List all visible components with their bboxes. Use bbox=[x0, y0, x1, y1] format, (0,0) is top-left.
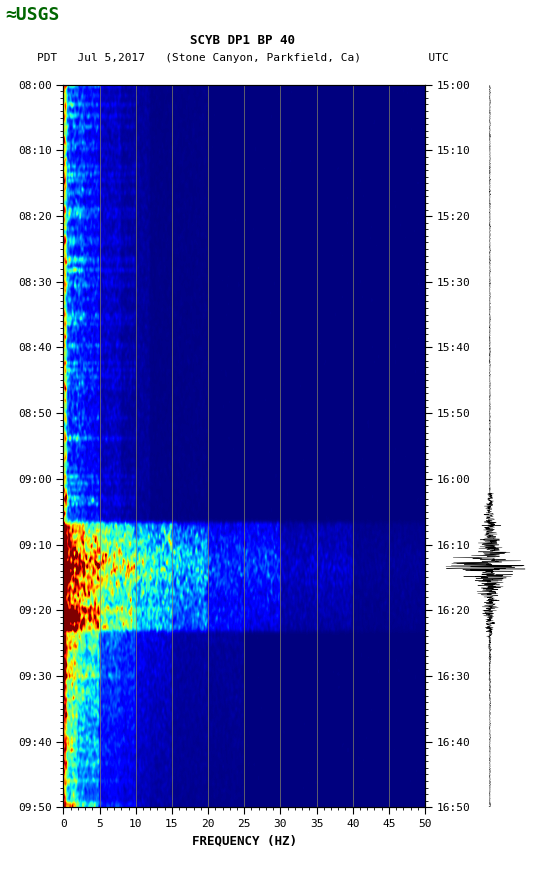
Text: SCYB DP1 BP 40: SCYB DP1 BP 40 bbox=[190, 34, 295, 46]
Text: ≈USGS: ≈USGS bbox=[6, 6, 60, 24]
X-axis label: FREQUENCY (HZ): FREQUENCY (HZ) bbox=[192, 835, 297, 847]
Text: PDT   Jul 5,2017   (Stone Canyon, Parkfield, Ca)          UTC: PDT Jul 5,2017 (Stone Canyon, Parkfield,… bbox=[37, 53, 449, 63]
